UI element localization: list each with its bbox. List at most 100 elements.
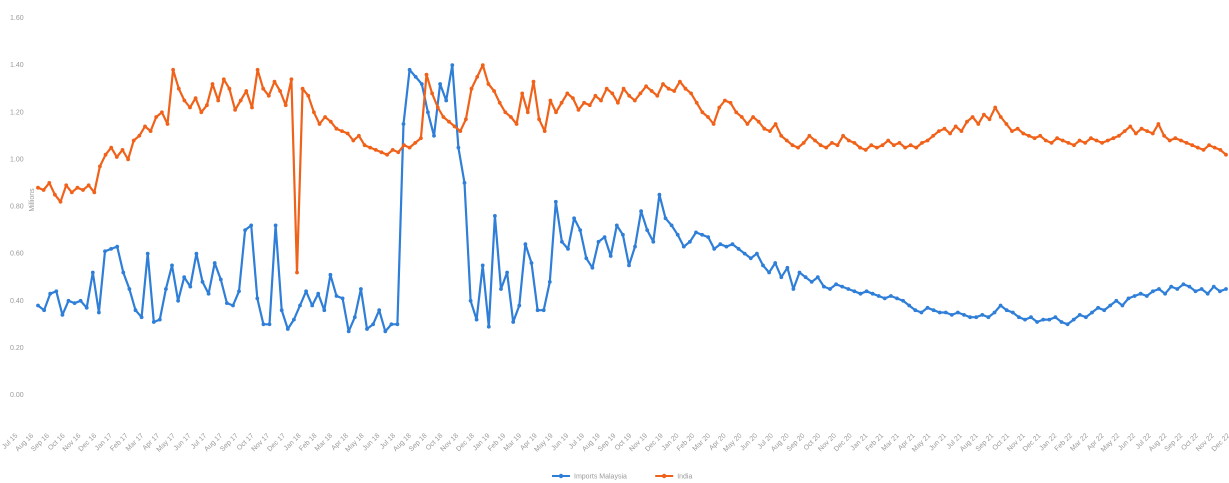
- data-point: [608, 254, 613, 258]
- data-point: [694, 100, 699, 105]
- data-point: [345, 131, 350, 136]
- data-point: [1010, 310, 1015, 315]
- data-point: [316, 291, 321, 296]
- data-point: [227, 86, 232, 91]
- data-point: [1102, 308, 1107, 313]
- data-point: [730, 242, 735, 247]
- data-point: [773, 261, 778, 265]
- data-point: [340, 129, 344, 134]
- data-point: [447, 119, 451, 124]
- data-point: [295, 270, 299, 275]
- data-point: [1015, 126, 1020, 131]
- data-point: [435, 105, 440, 110]
- data-point: [1181, 282, 1186, 287]
- x-tick-label: Sep 17: [219, 432, 240, 453]
- data-point: [882, 296, 887, 301]
- data-point: [456, 145, 461, 150]
- data-point: [160, 110, 164, 115]
- data-point: [982, 112, 986, 117]
- data-point: [858, 291, 863, 296]
- data-point: [1111, 136, 1116, 141]
- data-point: [706, 115, 710, 119]
- data-point: [666, 86, 671, 91]
- data-point: [1193, 289, 1198, 294]
- data-point: [700, 110, 705, 115]
- data-point: [755, 251, 759, 256]
- data-point: [554, 110, 558, 115]
- data-point: [1021, 131, 1026, 136]
- data-point: [121, 270, 126, 275]
- data-point: [895, 296, 899, 301]
- data-point: [717, 105, 722, 110]
- data-point: [413, 141, 418, 145]
- data-point: [54, 289, 59, 294]
- data-point: [131, 138, 136, 143]
- data-point: [649, 89, 654, 93]
- data-point: [627, 93, 632, 98]
- series-layer: [36, 63, 1228, 334]
- data-point: [401, 122, 406, 126]
- x-tick-label: Sep 21: [975, 432, 996, 453]
- data-point: [897, 141, 902, 145]
- data-point: [164, 287, 168, 291]
- data-point: [767, 270, 771, 275]
- x-tick-label: Dec 21: [1022, 432, 1043, 453]
- data-point: [103, 152, 108, 157]
- legend-label[interactable]: Imports Malaysia: [574, 474, 627, 481]
- data-point: [768, 129, 772, 134]
- data-point: [90, 270, 95, 275]
- data-point: [616, 100, 620, 105]
- data-point: [633, 244, 637, 249]
- data-point: [272, 79, 277, 84]
- data-point: [58, 199, 63, 204]
- data-point: [706, 235, 711, 240]
- data-point: [462, 181, 467, 185]
- data-point: [216, 98, 221, 103]
- data-point: [66, 298, 71, 303]
- x-tick-label: Jun 20: [739, 432, 759, 452]
- data-point: [548, 98, 553, 103]
- data-point: [565, 91, 570, 96]
- data-point: [1122, 129, 1127, 134]
- data-point: [120, 148, 125, 152]
- legend-label[interactable]: India: [677, 474, 692, 481]
- data-point: [273, 223, 278, 228]
- data-point: [210, 82, 215, 86]
- data-point: [645, 228, 650, 233]
- data-point: [310, 303, 315, 308]
- data-point: [475, 75, 480, 79]
- data-point: [678, 79, 682, 84]
- data-point: [328, 272, 333, 277]
- data-point: [1041, 317, 1046, 322]
- data-point: [75, 185, 80, 190]
- data-point: [559, 100, 564, 105]
- data-point: [880, 143, 885, 148]
- x-tick-label: Dec 18: [455, 432, 476, 453]
- data-point: [1126, 296, 1131, 301]
- data-point: [1156, 122, 1161, 126]
- data-point: [352, 315, 357, 320]
- data-point: [863, 148, 868, 152]
- data-point: [1043, 138, 1048, 143]
- data-point: [621, 232, 625, 237]
- data-point: [728, 100, 733, 105]
- data-point: [283, 103, 288, 108]
- data-point: [1211, 284, 1216, 289]
- data-point: [109, 247, 113, 251]
- data-point: [796, 145, 800, 150]
- data-point: [1212, 145, 1217, 150]
- data-point: [60, 313, 65, 317]
- data-point: [541, 308, 546, 313]
- data-point: [474, 317, 479, 322]
- data-point: [36, 185, 40, 190]
- data-point: [458, 129, 463, 134]
- data-point: [913, 308, 918, 313]
- data-point: [97, 310, 101, 315]
- data-point: [1100, 141, 1104, 145]
- data-point: [48, 291, 53, 296]
- y-tick-label: 0.60: [10, 251, 24, 258]
- data-point: [441, 115, 446, 119]
- data-point: [864, 289, 869, 294]
- data-point: [965, 119, 969, 124]
- data-point: [317, 122, 322, 126]
